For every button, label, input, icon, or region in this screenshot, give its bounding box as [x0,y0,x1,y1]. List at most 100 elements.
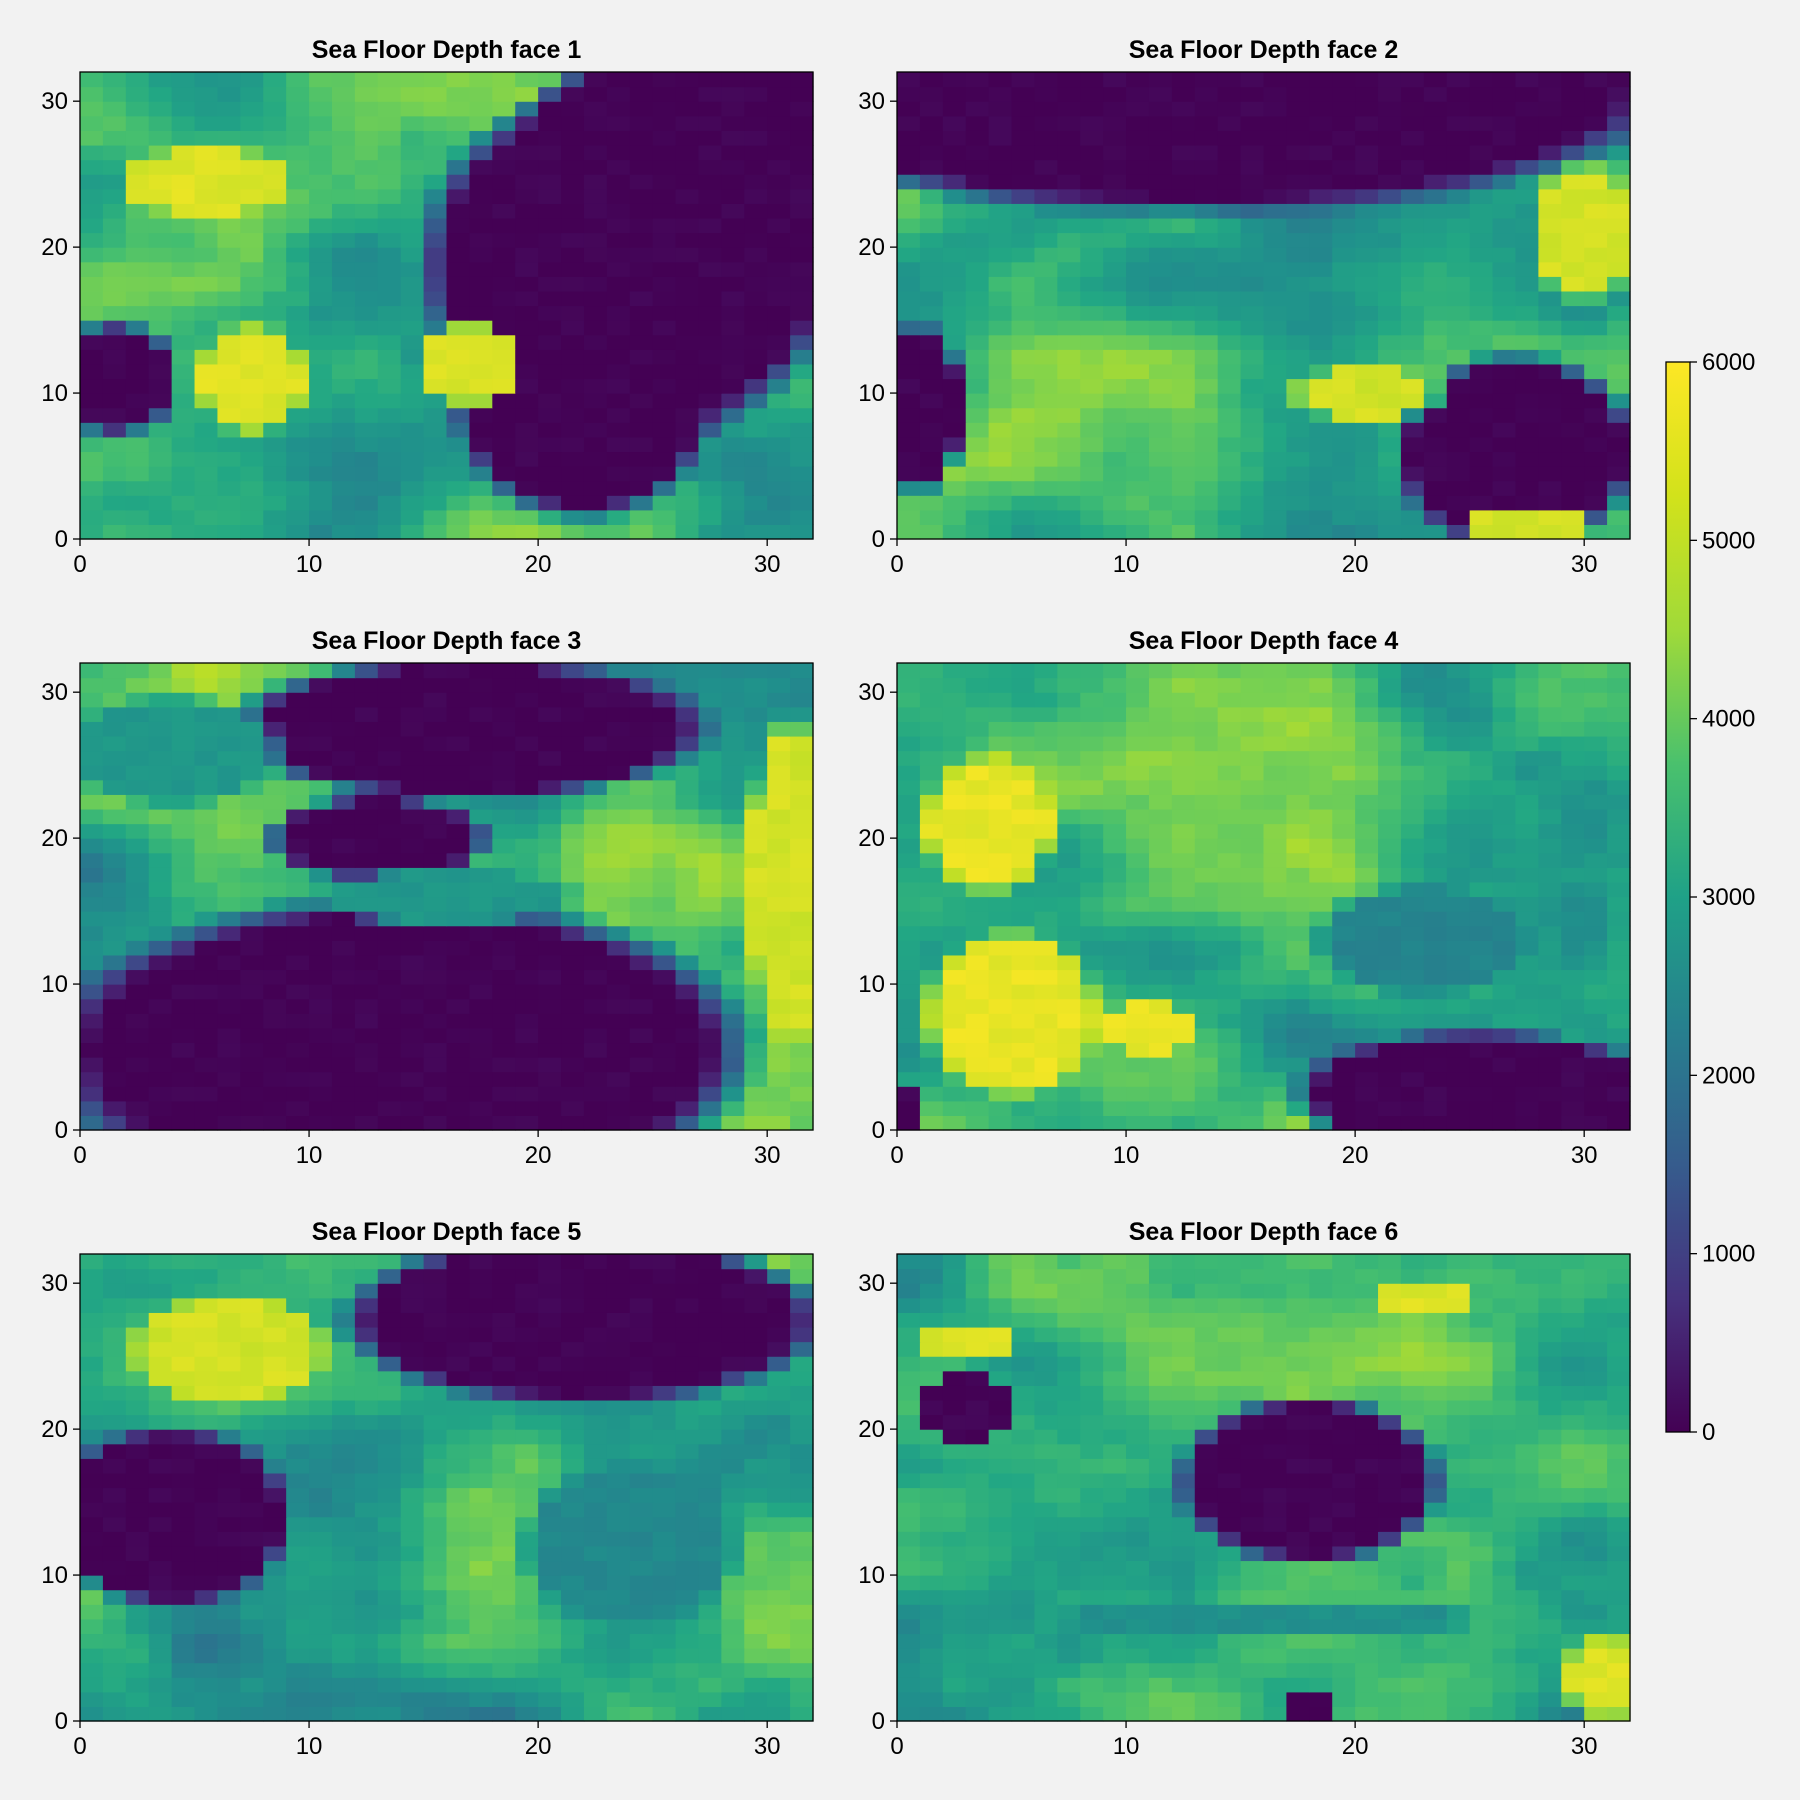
heatmap-cell [1332,480,1356,496]
heatmap-cell [767,1604,791,1620]
heatmap-cell [263,1589,287,1605]
heatmap-cell [102,1458,127,1474]
heatmap-cell [1446,407,1471,423]
heatmap-cell [767,1706,791,1722]
heatmap-cell [721,188,745,204]
heatmap-cell [148,1115,173,1131]
heatmap-cell [1309,940,1333,956]
heatmap-cell [469,1100,493,1116]
heatmap-cell [606,130,631,146]
heatmap-cell [721,436,745,453]
heatmap-cell [744,524,768,540]
heatmap-cell [538,706,562,722]
heatmap-cell [1080,1057,1104,1073]
heatmap-cell [286,779,310,795]
heatmap-cell [1171,677,1196,693]
heatmap-cell [1034,663,1058,679]
heatmap-cell [354,130,379,146]
heatmap-cell [919,867,944,883]
heatmap-cell [1217,509,1242,525]
heatmap-cell [1332,466,1356,482]
y-tick-label: 10 [858,380,885,407]
heatmap-cell [148,823,173,839]
heatmap-cell [919,1086,944,1102]
heatmap-cell [377,1071,402,1087]
heatmap-cell [400,378,425,394]
heatmap-cell [240,363,264,380]
heatmap-cell [606,334,631,350]
heatmap-cell [1469,174,1494,190]
heatmap-cell [1194,290,1219,307]
heatmap-cell [698,334,722,350]
heatmap-cell [1469,779,1494,795]
heatmap-cell [354,925,379,941]
heatmap-cell [1126,349,1150,365]
heatmap-cell [400,750,425,766]
heatmap-cell [1057,115,1081,131]
heatmap-cell [515,969,539,985]
heatmap-cell [1103,115,1127,131]
heatmap-cell [309,881,333,898]
heatmap-cell [148,925,173,941]
heatmap-cell [354,305,379,321]
heatmap-cell [721,72,745,88]
heatmap-cell [400,1662,425,1678]
heatmap-cell [1286,1042,1310,1058]
heatmap-cell [767,188,791,204]
heatmap-cell [1171,217,1196,234]
heatmap-cell [331,1356,356,1372]
heatmap-cell [171,451,196,467]
heatmap-cell [1309,663,1333,679]
heatmap-cell [1103,808,1127,825]
heatmap-cell [400,247,425,263]
heatmap-cell [744,72,768,88]
heatmap-cell [698,692,722,708]
heatmap-cell [423,393,448,409]
heatmap-cell [629,451,654,467]
heatmap-cell [1309,130,1333,146]
heatmap-cell [446,1399,471,1416]
heatmap-cell [1263,911,1288,927]
heatmap-cell [1492,1057,1517,1073]
heatmap-cell [1584,188,1608,204]
heatmap-cell [1446,188,1471,204]
heatmap-cell [1286,984,1310,1000]
heatmap-cell [1103,509,1127,525]
heatmap-cell [721,1100,745,1116]
heatmap-cell [583,1516,608,1532]
heatmap-cell [240,1502,264,1518]
heatmap-cell [171,1560,196,1576]
heatmap-cell [286,276,310,292]
heatmap-cell [1584,349,1608,365]
heatmap-cell [286,881,310,898]
heatmap-cell [1263,823,1288,839]
heatmap-cell [1446,72,1471,88]
heatmap-cell [767,779,791,795]
heatmap-cell [125,320,150,336]
heatmap-cell [286,838,310,854]
heatmap-cell [194,838,219,854]
heatmap-cell [1263,349,1288,365]
heatmap-cell [583,101,608,117]
heatmap-cell [583,1604,608,1620]
x-tick-label: 0 [73,551,86,578]
heatmap-cell [1584,969,1608,985]
heatmap-cell [721,911,745,927]
heatmap-cell [1400,998,1425,1014]
heatmap-cell [1126,1057,1150,1073]
heatmap-cell [240,86,264,102]
heatmap-cell [1309,1027,1333,1044]
heatmap-cell [1400,1027,1425,1044]
heatmap-cell [240,1086,264,1102]
heatmap-cell [1171,144,1196,161]
heatmap-cell [240,940,264,956]
heatmap-cell [965,130,990,146]
heatmap-cell [1561,1027,1585,1044]
heatmap-cell [744,261,768,277]
heatmap-cell [446,1086,471,1102]
heatmap-cell [515,203,539,219]
heatmap-cell [1355,1042,1379,1058]
heatmap-cell [1469,261,1494,277]
heatmap-cell [400,1648,425,1664]
heatmap-cell [790,954,814,971]
